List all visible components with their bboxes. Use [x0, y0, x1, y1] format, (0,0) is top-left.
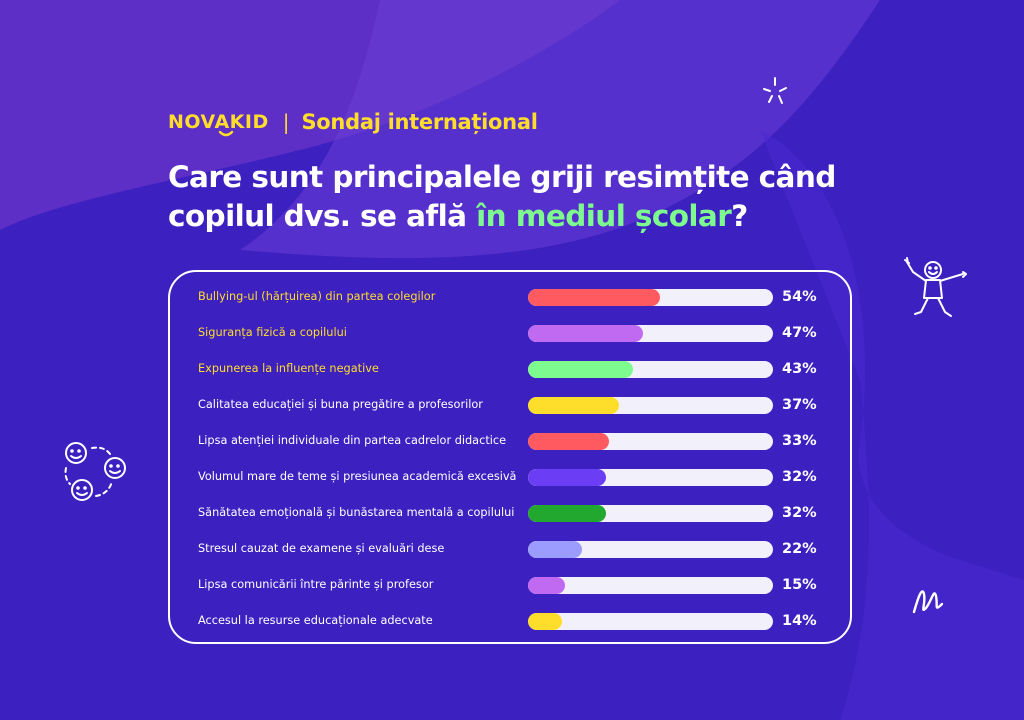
value-label: 15%: [782, 577, 817, 593]
sparkle-icon: [763, 77, 787, 104]
bar-track: [528, 469, 773, 486]
bar-track: [528, 361, 773, 378]
squiggle-icon: [912, 590, 944, 614]
value-label: 14%: [782, 613, 817, 629]
chart-row: Bullying-ul (hărțuirea) din partea coleg…: [198, 287, 824, 307]
page-title: Care sunt principalele griji resimțite c…: [168, 158, 888, 236]
bar: [528, 289, 660, 306]
bar-track: [528, 541, 773, 558]
chart-row: Stresul cauzat de examene și evaluări de…: [198, 539, 824, 559]
smiley-faces-icon: [64, 442, 126, 501]
category-label: Volumul mare de teme și presiunea academ…: [198, 470, 517, 483]
chart-panel: [168, 270, 852, 644]
category-label: Sănătatea emoțională și bunăstarea menta…: [198, 506, 515, 519]
title-highlight: în mediul școlar: [476, 199, 732, 233]
value-label: 47%: [782, 325, 817, 341]
value-label: 32%: [782, 469, 817, 485]
chart-row: Siguranța fizică a copilului 47%: [198, 323, 824, 343]
bar-track: [528, 505, 773, 522]
bar: [528, 433, 609, 450]
chart-row: Calitatea educației și buna pregătire a …: [198, 395, 824, 415]
category-label: Expunerea la influențe negative: [198, 362, 379, 375]
category-label: Lipsa atenției individuale din partea ca…: [198, 434, 507, 447]
bar-track: [528, 433, 773, 450]
bar-track: [528, 577, 773, 594]
bar: [528, 397, 619, 414]
logo-smile-icon: [218, 130, 234, 137]
category-label: Lipsa comunicării între părinte și profe…: [198, 578, 434, 591]
chart-row: Lipsa atenției individuale din partea ca…: [198, 431, 824, 451]
value-label: 37%: [782, 397, 817, 413]
child-figure-icon: [904, 257, 967, 317]
novakid-logo: NOVAKID: [168, 111, 269, 137]
bar: [528, 469, 606, 486]
bar-track: [528, 613, 773, 630]
value-label: 22%: [782, 541, 817, 557]
value-label: 33%: [782, 433, 817, 449]
bar-track: [528, 289, 773, 306]
value-label: 54%: [782, 289, 817, 305]
survey-label: Sondaj internațional: [301, 110, 538, 134]
bar: [528, 505, 606, 522]
bar: [528, 361, 633, 378]
category-label: Stresul cauzat de examene și evaluări de…: [198, 542, 445, 555]
title-line-2: copilul dvs. se află în mediul școlar?: [168, 199, 748, 233]
bar: [528, 613, 562, 630]
value-label: 32%: [782, 505, 817, 521]
bar: [528, 325, 643, 342]
category-label: Accesul la resurse educaționale adecvate: [198, 614, 433, 627]
chart-row: Expunerea la influențe negative 43%: [198, 359, 824, 379]
bar: [528, 541, 582, 558]
value-label: 43%: [782, 361, 817, 377]
category-label: Calitatea educației și buna pregătire a …: [198, 398, 483, 411]
bar-track: [528, 325, 773, 342]
chart-row: Sănătatea emoțională și bunăstarea menta…: [198, 503, 824, 523]
chart-row: Lipsa comunicării între părinte și profe…: [198, 575, 824, 595]
bar-track: [528, 397, 773, 414]
header: NOVAKID | Sondaj internațional: [168, 110, 538, 137]
chart-row: Volumul mare de teme și presiunea academ…: [198, 467, 824, 487]
title-line-1: Care sunt principalele griji resimțite c…: [168, 160, 836, 194]
bar: [528, 577, 565, 594]
category-label: Bullying-ul (hărțuirea) din partea coleg…: [198, 290, 436, 303]
category-label: Siguranța fizică a copilului: [198, 326, 347, 339]
header-separator: |: [282, 110, 290, 134]
chart-row: Accesul la resurse educaționale adecvate…: [198, 611, 824, 631]
